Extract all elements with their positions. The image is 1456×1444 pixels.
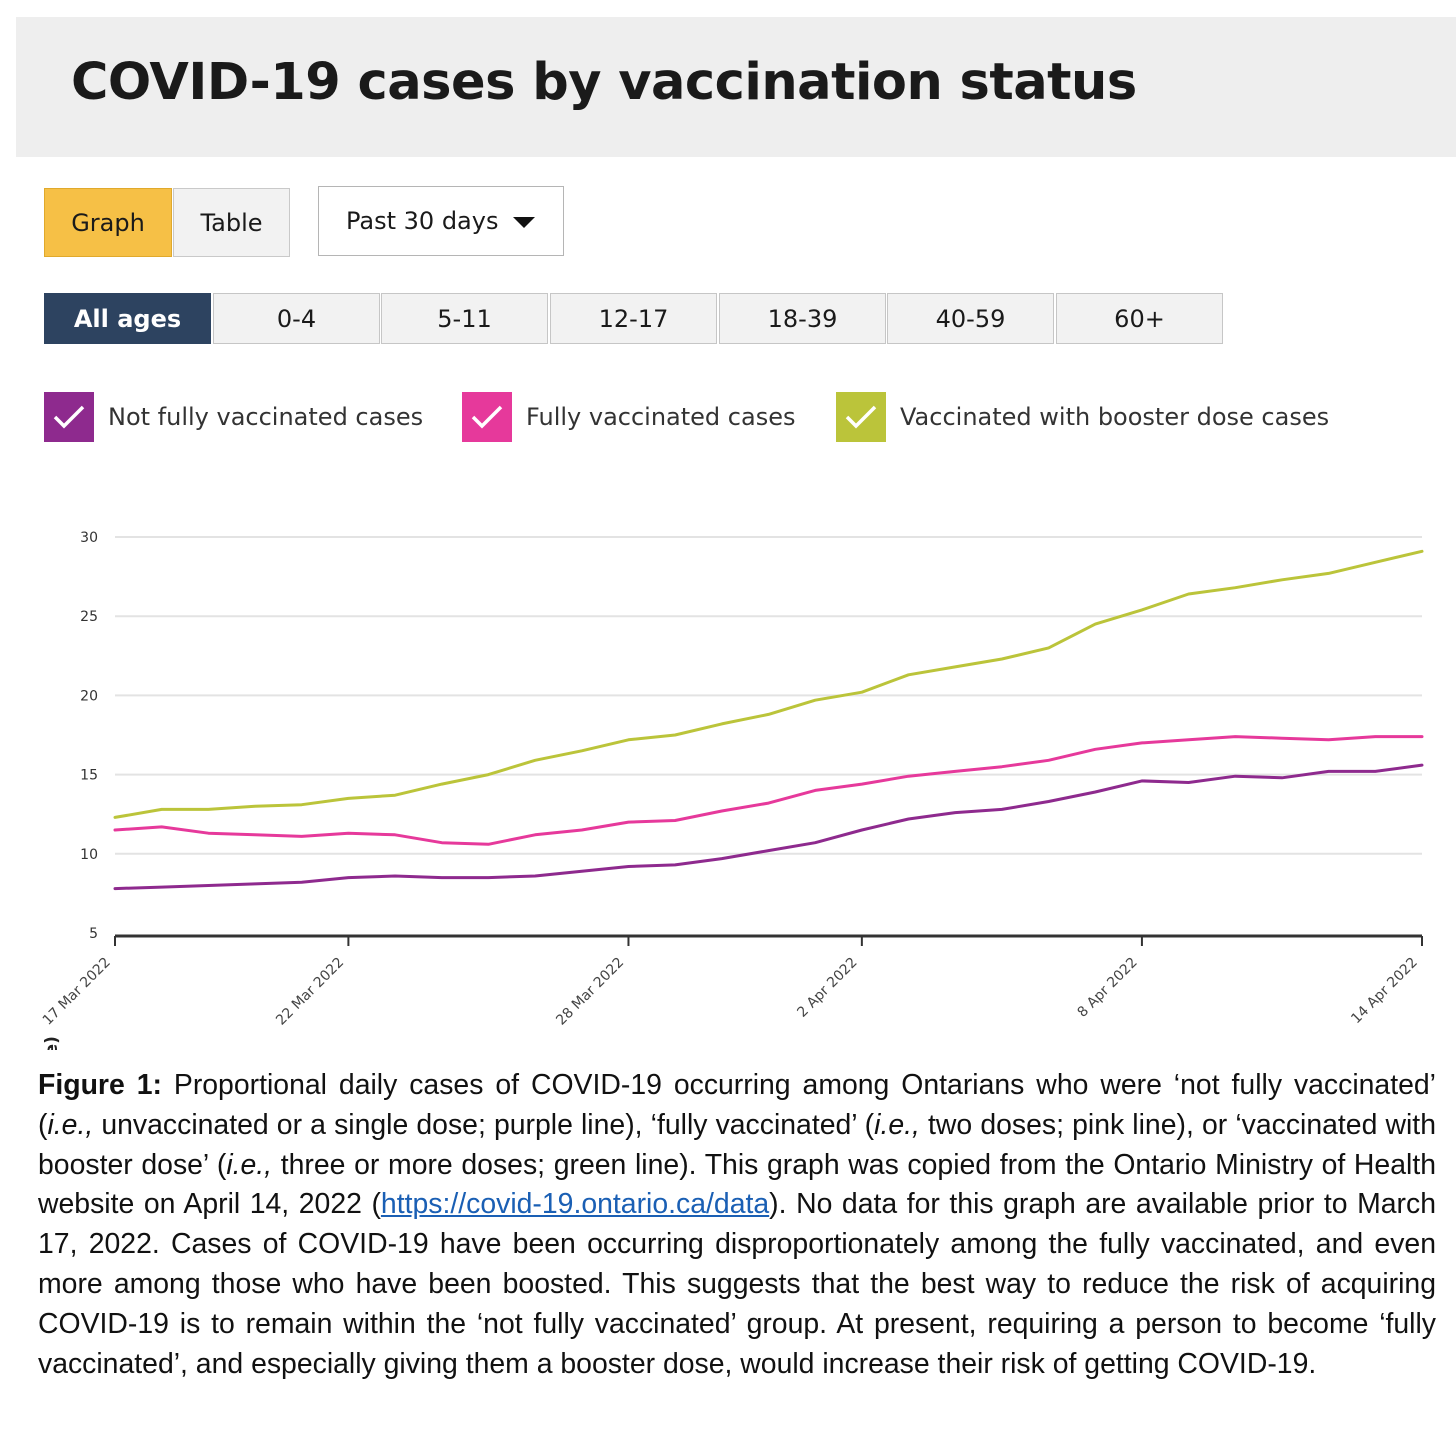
- x-axis: 17 Mar 2022 22 Mar 2022 28 Mar 2022 2 Apr 2…: [40, 934, 1423, 1029]
- caption-lead: Figure 1:: [38, 1069, 162, 1101]
- age-tab-all-ages[interactable]: All ages: [44, 293, 211, 344]
- chart-series: [113, 549, 1424, 891]
- age-tab-5-11[interactable]: 5-11: [381, 293, 548, 344]
- age-tab-18-39[interactable]: 18-39: [719, 293, 886, 344]
- legend-label: Fully vaccinated cases: [526, 403, 796, 431]
- series-line: [113, 735, 1424, 846]
- x-tick-label: 17 Mar 2022: [40, 955, 114, 1029]
- chart-grid: [115, 536, 1422, 855]
- y-axis-label: Rate per 100,000 (7-day average): [42, 1036, 62, 1050]
- legend-label: Vaccinated with booster dose cases: [900, 403, 1330, 431]
- age-tab-60-plus[interactable]: 60+: [1056, 293, 1223, 344]
- table-view-button[interactable]: Table: [173, 188, 290, 257]
- y-tick-label: 20: [80, 688, 98, 704]
- age-tab-12-17[interactable]: 12-17: [550, 293, 717, 344]
- y-tick-label: 15: [80, 768, 98, 784]
- x-tick-label: 8 Apr 2022: [1075, 955, 1141, 1021]
- legend-fully-vaccinated[interactable]: Fully vaccinated cases: [462, 392, 795, 442]
- caption-ie: i.e.,: [226, 1148, 273, 1181]
- figure-caption: Figure 1: Proportional daily cases of CO…: [38, 1066, 1436, 1384]
- age-tab-40-59[interactable]: 40-59: [887, 293, 1054, 344]
- y-tick-label: 5: [89, 926, 98, 942]
- check-icon: [44, 392, 94, 442]
- caption-ie: i.e.,: [874, 1108, 920, 1141]
- source-link[interactable]: https://covid-19.ontario.ca/data: [380, 1188, 770, 1221]
- y-axis-ticks: 5 10 15 20 25 30: [80, 530, 98, 942]
- graph-view-button[interactable]: Graph: [44, 188, 172, 257]
- check-icon: [462, 392, 512, 442]
- x-tick-label: 14 Apr 2022: [1348, 955, 1421, 1028]
- x-tick-label: 22 Mar 2022: [273, 955, 347, 1029]
- page-title: COVID-19 cases by vaccination status: [71, 53, 1137, 112]
- y-tick-label: 25: [80, 609, 98, 625]
- chevron-down-icon: [513, 217, 535, 228]
- caption-text: unvaccinated or a single dose; purple li…: [93, 1108, 875, 1141]
- x-tick-label: 28 Mar 2022: [553, 955, 627, 1029]
- legend-booster-dose[interactable]: Vaccinated with booster dose cases: [836, 392, 1329, 442]
- y-tick-label: 10: [80, 847, 98, 863]
- time-range-select[interactable]: Past 30 days: [318, 186, 564, 256]
- y-tick-label: 30: [80, 530, 98, 546]
- series-line: [113, 549, 1424, 819]
- age-tab-0-4[interactable]: 0-4: [213, 293, 380, 344]
- series-line: [113, 763, 1424, 891]
- caption-text: three or more doses; green line). This g…: [38, 1148, 1436, 1221]
- x-tick-label: 2 Apr 2022: [794, 955, 860, 1021]
- caption-text: ). No data for this graph are available …: [38, 1188, 1436, 1380]
- title-bar: COVID-19 cases by vaccination status: [16, 17, 1456, 157]
- time-range-value: Past 30 days: [346, 207, 499, 235]
- legend-label: Not fully vaccinated cases: [108, 403, 424, 431]
- caption-text: Proportional daily cases of COVID-19 occ…: [38, 1069, 1436, 1141]
- check-icon: [836, 392, 886, 442]
- line-chart: 5 10 15 20 25 30 17 Mar 2022 22 Mar 2022 28 Mar…: [40, 530, 1424, 1050]
- caption-ie: i.e.,: [47, 1108, 94, 1141]
- legend-not-fully-vaccinated[interactable]: Not fully vaccinated cases: [44, 392, 423, 442]
- caption-text: two doses; pink line), or ‘vaccinated wi…: [38, 1108, 1436, 1181]
